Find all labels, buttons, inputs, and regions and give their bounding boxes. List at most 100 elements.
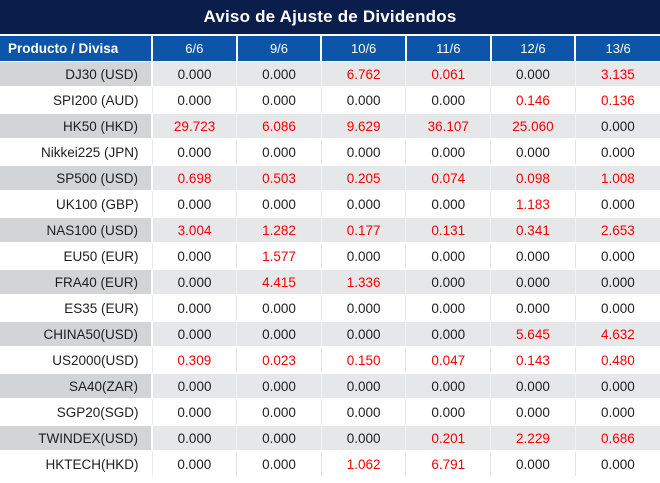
value-cell: 0.000 <box>320 321 406 348</box>
table-row: SPI200 (AUD) 0.000 0.000 0.000 0.000 0.146 0.1… <box>0 87 660 114</box>
table-row: NAS100 (USD) 3.004 1.282 0.177 0.131 0.341 2.6… <box>0 217 660 244</box>
value-cell: 0.023 <box>236 347 322 374</box>
product-cell: Nikkei225 (JPN) <box>0 139 152 166</box>
value-cell: 0.000 <box>151 139 237 166</box>
value-cell: 0.000 <box>320 191 406 218</box>
table-row: Nikkei225 (JPN) 0.000 0.000 0.000 0.000 0.000… <box>0 139 660 166</box>
product-cell: NAS100 (USD) <box>0 217 152 244</box>
value-cell: 0.000 <box>320 87 406 114</box>
table-row: TWINDEX(USD) 0.000 0.000 0.000 0.201 2.229 0.6… <box>0 425 660 452</box>
value-cell: 0.000 <box>320 425 406 452</box>
table-row: EU50 (EUR) 0.000 1.577 0.000 0.000 0.000 0.000 <box>0 243 660 270</box>
value-cell: 0.000 <box>236 139 322 166</box>
value-cell: 0.131 <box>405 217 491 244</box>
value-cell: 0.098 <box>490 165 576 192</box>
value-cell: 0.000 <box>151 87 237 114</box>
value-cell: 0.061 <box>405 61 491 88</box>
value-cell: 0.000 <box>320 373 406 400</box>
product-cell: SGP20(SGD) <box>0 399 152 426</box>
value-cell: 0.000 <box>574 373 660 400</box>
value-cell: 0.000 <box>490 139 576 166</box>
value-cell: 0.000 <box>405 87 491 114</box>
column-header-date: 9/6 <box>235 36 322 62</box>
value-cell: 0.136 <box>574 87 660 114</box>
value-cell: 0.000 <box>320 139 406 166</box>
value-cell: 6.791 <box>405 451 491 478</box>
value-cell: 25.060 <box>490 113 576 140</box>
value-cell: 29.723 <box>151 113 237 140</box>
column-header-date: 6/6 <box>151 36 237 62</box>
value-cell: 0.150 <box>320 347 406 374</box>
table-row: US2000(USD) 0.309 0.023 0.150 0.047 0.143 0.48… <box>0 347 660 374</box>
table-row: UK100 (GBP) 0.000 0.000 0.000 0.000 1.183 0.00… <box>0 191 660 218</box>
value-cell: 0.480 <box>574 347 660 374</box>
value-cell: 0.000 <box>151 269 237 296</box>
value-cell: 2.653 <box>574 217 660 244</box>
value-cell: 9.629 <box>320 113 406 140</box>
value-cell: 0.000 <box>574 139 660 166</box>
value-cell: 0.000 <box>236 373 322 400</box>
value-cell: 0.177 <box>320 217 406 244</box>
table-row: SGP20(SGD) 0.000 0.000 0.000 0.000 0.000 0.000 <box>0 399 660 426</box>
value-cell: 1.282 <box>236 217 322 244</box>
value-cell: 0.000 <box>405 399 491 426</box>
value-cell: 0.000 <box>320 295 406 322</box>
value-cell: 0.000 <box>490 399 576 426</box>
value-cell: 5.645 <box>490 321 576 348</box>
value-cell: 0.205 <box>320 165 406 192</box>
table-row: DJ30 (USD) 0.000 0.000 6.762 0.061 0.000 3.135 <box>0 61 660 88</box>
product-cell: SP500 (USD) <box>0 165 152 192</box>
table-row: HKTECH(HKD) 0.000 0.000 1.062 6.791 0.000 0.00… <box>0 451 660 478</box>
value-cell: 0.000 <box>574 243 660 270</box>
product-cell: SA40(ZAR) <box>0 373 152 400</box>
product-cell: UK100 (GBP) <box>0 191 152 218</box>
product-cell: HK50 (HKD) <box>0 113 152 140</box>
value-cell: 0.000 <box>405 295 491 322</box>
value-cell: 6.086 <box>236 113 322 140</box>
table-row: CHINA50(USD) 0.000 0.000 0.000 0.000 5.645 4.6… <box>0 321 660 348</box>
product-cell: CHINA50(USD) <box>0 321 152 348</box>
value-cell: 0.000 <box>574 399 660 426</box>
product-cell: SPI200 (AUD) <box>0 87 152 114</box>
value-cell: 0.000 <box>236 399 322 426</box>
value-cell: 0.000 <box>490 243 576 270</box>
column-header-date: 11/6 <box>404 36 491 62</box>
value-cell: 2.229 <box>490 425 576 452</box>
product-cell: EU50 (EUR) <box>0 243 152 270</box>
value-cell: 0.000 <box>574 295 660 322</box>
column-header-date: 10/6 <box>320 36 406 62</box>
value-cell: 0.000 <box>490 269 576 296</box>
value-cell: 0.000 <box>405 191 491 218</box>
value-cell: 1.183 <box>490 191 576 218</box>
value-cell: 0.000 <box>490 451 576 478</box>
value-cell: 3.004 <box>151 217 237 244</box>
value-cell: 0.000 <box>320 243 406 270</box>
value-cell: 0.000 <box>236 191 322 218</box>
value-cell: 0.201 <box>405 425 491 452</box>
product-cell: FRA40 (EUR) <box>0 269 152 296</box>
value-cell: 0.000 <box>151 425 237 452</box>
value-cell: 0.000 <box>405 269 491 296</box>
value-cell: 0.000 <box>236 61 322 88</box>
value-cell: 36.107 <box>405 113 491 140</box>
value-cell: 0.000 <box>405 373 491 400</box>
value-cell: 0.000 <box>574 113 660 140</box>
value-cell: 0.000 <box>236 425 322 452</box>
value-cell: 4.632 <box>574 321 660 348</box>
value-cell: 0.000 <box>151 373 237 400</box>
column-header-date: 12/6 <box>489 36 576 62</box>
product-cell: US2000(USD) <box>0 347 152 374</box>
value-cell: 4.415 <box>236 269 322 296</box>
value-cell: 0.000 <box>236 451 322 478</box>
value-cell: 0.000 <box>151 321 237 348</box>
value-cell: 0.503 <box>236 165 322 192</box>
product-cell: DJ30 (USD) <box>0 61 152 88</box>
value-cell: 0.000 <box>574 191 660 218</box>
value-cell: 1.062 <box>320 451 406 478</box>
value-cell: 0.686 <box>574 425 660 452</box>
value-cell: 0.000 <box>490 295 576 322</box>
value-cell: 0.143 <box>490 347 576 374</box>
value-cell: 0.000 <box>405 321 491 348</box>
table-row: SP500 (USD) 0.698 0.503 0.205 0.074 0.098 1.00… <box>0 165 660 192</box>
